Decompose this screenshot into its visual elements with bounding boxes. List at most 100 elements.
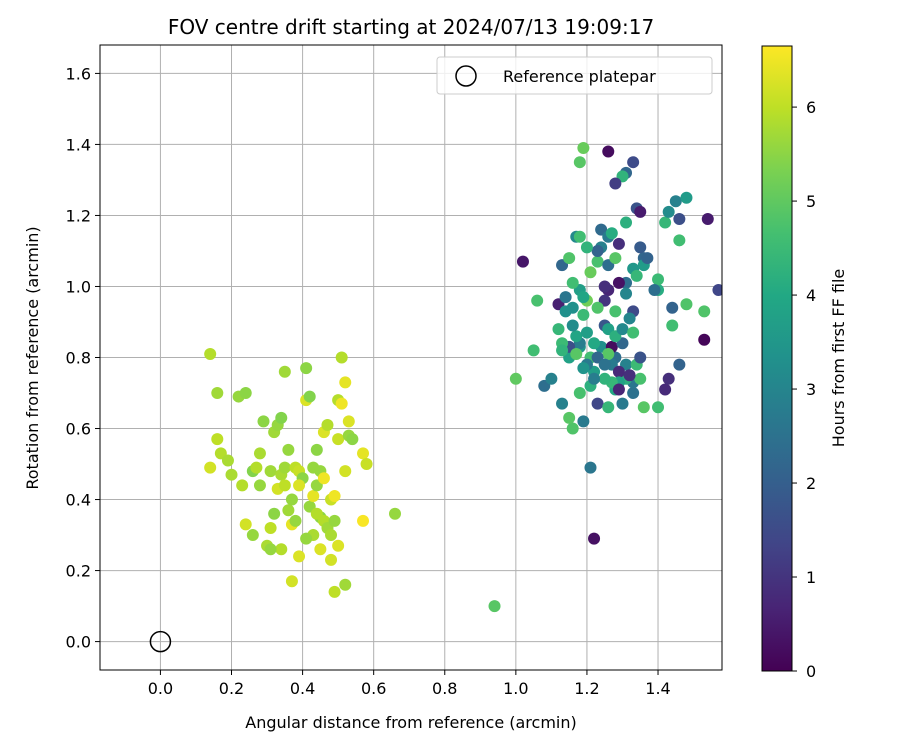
y-tick: 1.2 (66, 206, 100, 225)
data-point (627, 156, 640, 169)
data-point (556, 397, 569, 410)
x-tick: 0.6 (361, 670, 386, 698)
colorbar-tick-label: 4 (806, 286, 816, 305)
data-point (591, 301, 604, 314)
data-point (335, 351, 348, 364)
data-point (303, 390, 316, 403)
data-point (698, 333, 711, 346)
data-point (204, 347, 217, 360)
data-point (211, 387, 224, 400)
data-point (662, 372, 675, 385)
data-point (328, 489, 341, 502)
x-tick-label: 0.8 (432, 679, 457, 698)
y-tick: 0.8 (66, 349, 100, 368)
grid-lines (100, 45, 722, 670)
x-axis-label: Angular distance from reference (arcmin) (245, 713, 576, 732)
colorbar-tick: 3 (792, 380, 816, 399)
data-point (300, 532, 313, 545)
data-point (573, 387, 586, 400)
data-point (282, 504, 295, 517)
data-point (580, 326, 593, 339)
colorbar-tick: 5 (792, 192, 816, 211)
data-point (221, 454, 234, 467)
y-tick-label: 0.0 (66, 633, 91, 652)
data-point (588, 337, 601, 350)
data-point (634, 372, 647, 385)
data-point (314, 543, 327, 556)
data-point (566, 276, 579, 289)
data-point (293, 550, 306, 563)
data-point (328, 514, 341, 527)
data-point (620, 287, 633, 300)
colorbar-tick-label: 3 (806, 380, 816, 399)
data-point (620, 216, 633, 229)
data-point (634, 351, 647, 364)
data-point (577, 415, 590, 428)
data-point (285, 493, 298, 506)
data-point (648, 284, 661, 297)
data-point (268, 507, 281, 520)
data-point (570, 347, 583, 360)
data-point (552, 323, 565, 336)
y-tick: 0.2 (66, 562, 100, 581)
y-tick: 1.0 (66, 277, 100, 296)
data-point (598, 280, 611, 293)
x-tick: 0.4 (290, 670, 315, 698)
data-point (612, 237, 625, 250)
data-point (282, 443, 295, 456)
data-point (509, 372, 522, 385)
legend-marker-icon (455, 65, 477, 87)
data-point (612, 383, 625, 396)
y-tick: 0.0 (66, 633, 100, 652)
data-point (609, 305, 622, 318)
x-tick: 1.2 (574, 670, 600, 698)
colorbar-gradient (761, 45, 793, 672)
y-tick: 0.4 (66, 491, 100, 510)
data-point (357, 447, 370, 460)
data-point (634, 241, 647, 254)
data-point (239, 387, 252, 400)
data-point (339, 376, 352, 389)
y-axis-ticks: 0.0 0.2 0.4 0.6 0.8 1.0 1.2 1.4 1.6 (66, 64, 100, 652)
data-point (673, 358, 686, 371)
data-point (332, 539, 345, 552)
data-point (634, 205, 647, 218)
colorbar-tick-label: 0 (806, 662, 816, 681)
y-tick: 1.4 (66, 135, 100, 154)
x-tick: 1.4 (645, 670, 671, 698)
data-point (332, 433, 345, 446)
data-point (328, 585, 341, 598)
data-point (591, 255, 604, 268)
colorbar-tick-label: 2 (806, 474, 816, 493)
data-point (602, 145, 615, 158)
data-point (598, 358, 611, 371)
data-point (627, 387, 640, 400)
data-point (250, 461, 263, 474)
y-tick-label: 1.4 (66, 135, 91, 154)
colorbar-tick-label: 1 (806, 568, 816, 587)
data-point (278, 461, 291, 474)
data-point (573, 156, 586, 169)
x-tick: 0.0 (148, 670, 173, 698)
x-tick-label: 0.2 (219, 679, 244, 698)
data-point (570, 330, 583, 343)
data-point (342, 415, 355, 428)
data-point (321, 418, 334, 431)
data-point (310, 443, 323, 456)
data-point (609, 252, 622, 265)
data-point (559, 305, 572, 318)
data-point (278, 479, 291, 492)
data-point (516, 255, 529, 268)
data-point (360, 458, 373, 471)
data-point (335, 397, 348, 410)
data-point (584, 461, 597, 474)
data-point (669, 195, 682, 208)
legend-box (436, 56, 713, 95)
y-tick-label: 1.2 (66, 206, 91, 225)
data-points (204, 141, 722, 613)
data-point (641, 252, 654, 265)
data-point (563, 252, 576, 265)
data-point (605, 227, 618, 240)
data-point (264, 521, 277, 534)
data-point (566, 319, 579, 332)
